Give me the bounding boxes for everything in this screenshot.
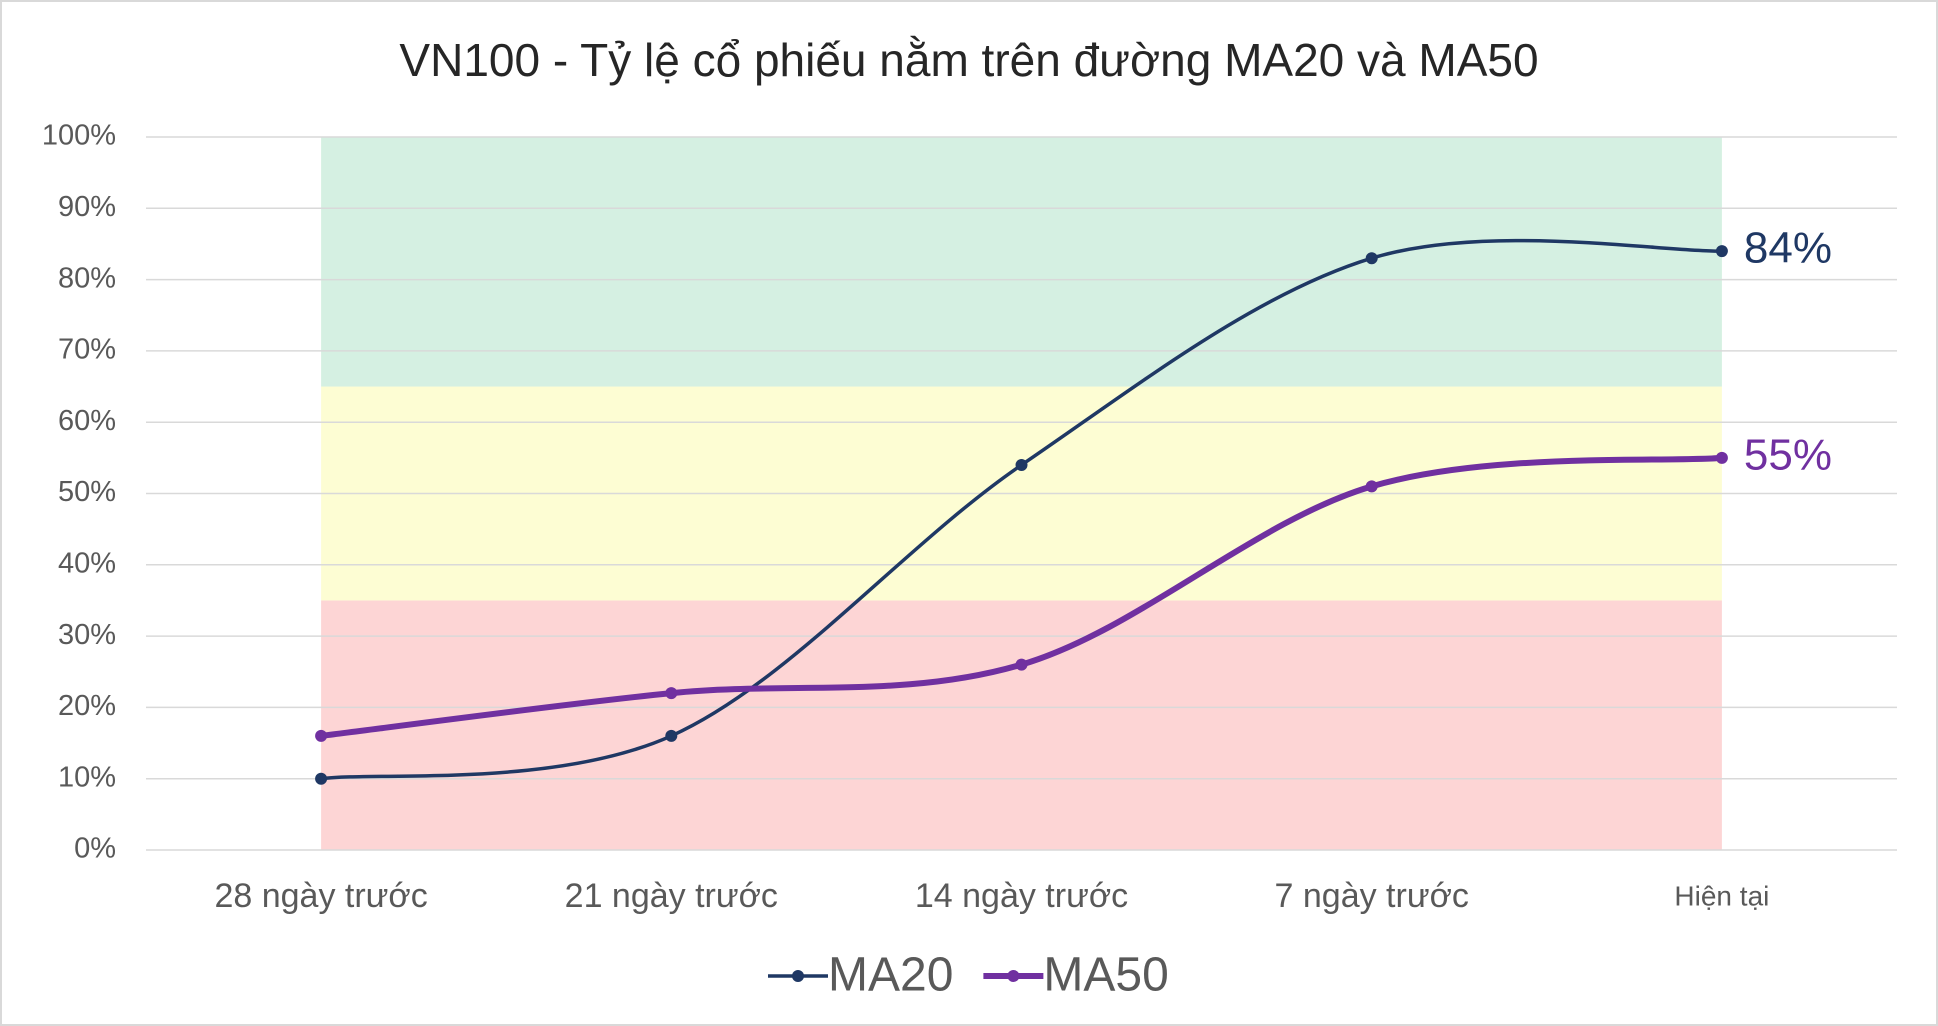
data-point (315, 772, 328, 785)
legend-label: MA50 (1043, 949, 1168, 1002)
y-tick-label: 10% (58, 761, 116, 793)
legend-item: MA20 (768, 949, 953, 1002)
y-tick-label: 20% (58, 690, 116, 722)
x-tick-label: 21 ngày trước (565, 877, 778, 915)
chart-title: VN100 - Tỷ lệ cổ phiếu nằm trên đường MA… (399, 34, 1538, 86)
zone-band (321, 600, 1722, 850)
legend-marker (792, 970, 804, 982)
zone-band (321, 137, 1722, 387)
data-point (1715, 451, 1728, 464)
x-tick-label: 7 ngày trước (1275, 877, 1469, 915)
data-label: 84% (1744, 224, 1832, 273)
legend-label: MA20 (828, 949, 953, 1002)
data-label: 55% (1744, 430, 1832, 479)
y-tick-label: 80% (58, 262, 116, 294)
data-point (1015, 458, 1028, 471)
y-tick-label: 30% (58, 619, 116, 651)
data-point (1015, 658, 1028, 671)
data-point (1715, 245, 1728, 258)
y-tick-label: 70% (58, 334, 116, 366)
data-point (315, 729, 328, 742)
x-tick-label: 28 ngày trước (214, 877, 427, 915)
y-tick-label: 40% (58, 547, 116, 579)
data-point (1365, 252, 1378, 265)
y-tick-label: 90% (58, 191, 116, 223)
data-point (665, 687, 678, 700)
x-tick-label: 14 ngày trước (915, 877, 1128, 915)
y-tick-label: 100% (42, 120, 116, 152)
data-point (665, 729, 678, 742)
legend-item: MA50 (983, 949, 1169, 1002)
y-tick-label: 60% (58, 405, 116, 437)
y-tick-label: 0% (74, 833, 116, 865)
legend-marker (1007, 970, 1020, 982)
x-tick-label: Hiện tại (1674, 880, 1769, 911)
y-tick-label: 50% (58, 476, 116, 508)
data-point (1365, 480, 1378, 493)
